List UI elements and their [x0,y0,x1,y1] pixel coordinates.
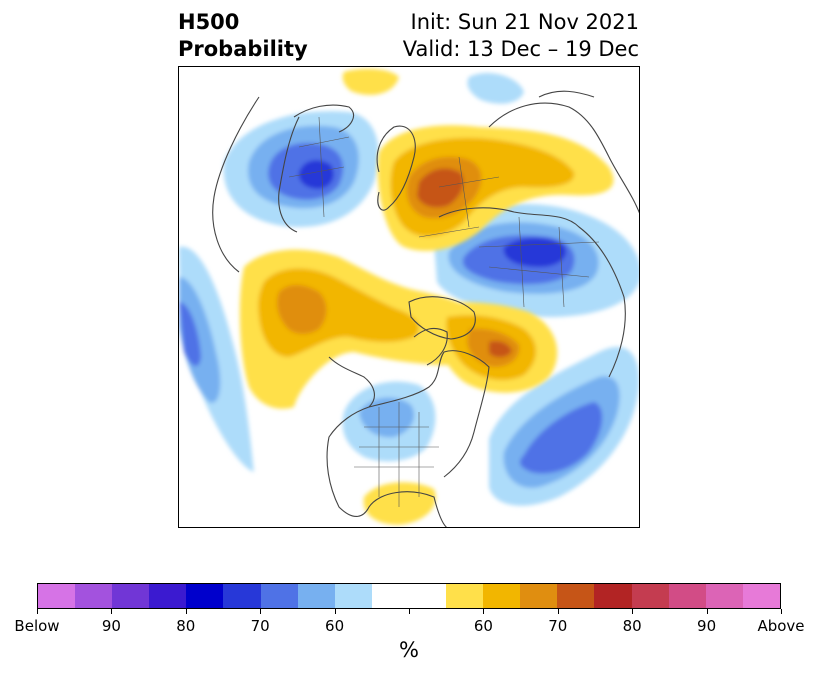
colorbar-tick [706,609,708,614]
colorbar-segment [446,584,484,608]
colorbar-segment [75,584,113,608]
colorbar-ticks [37,609,782,617]
colorbar [37,583,781,609]
map-dates: Init: Sun 21 Nov 2021 Valid: 13 Dec – 19… [403,9,639,63]
colorbar-label: 80 [622,617,642,635]
colorbar-label: 70 [548,617,568,635]
colorbar-segment [186,584,224,608]
colorbar-tick [632,609,634,614]
colorbar-segment [334,584,372,608]
valid-range: Valid: 13 Dec – 19 Dec [402,37,639,61]
colorbar-unit: % [399,638,419,662]
coastlines [212,90,639,527]
colorbar-segment [297,584,335,608]
colorbar-label: 60 [325,617,345,635]
colorbar-segment [260,584,298,608]
probability-map [178,66,640,528]
colorbar-segment [557,584,595,608]
colorbar-tick [260,609,262,614]
colorbar-tick [185,609,187,614]
colorbar-label: Above [757,617,805,635]
colorbar-tick [557,609,559,614]
colorbar-tick [781,609,782,614]
colorbar-label: 80 [176,617,196,635]
colorbar-segment [705,584,743,608]
map-canvas [179,68,639,527]
colorbar-tick [409,609,410,614]
colorbar-segment [38,584,76,608]
colorbar-segment [520,584,558,608]
title-variable: H500 [178,10,240,34]
colorbar-segment [223,584,261,608]
colorbar-label: Below [14,617,60,635]
colorbar-label: 70 [250,617,270,635]
borders [288,116,600,507]
below-normal-regions [179,72,639,506]
above-normal-regions [239,68,614,525]
colorbar-segment [631,584,669,608]
init-date: Init: Sun 21 Nov 2021 [410,10,639,34]
colorbar-tick [37,609,38,614]
title-type: Probability [178,37,308,61]
colorbar-segment [149,584,187,608]
colorbar-tick [111,609,113,614]
colorbar-label: 90 [697,617,717,635]
colorbar-label: 60 [473,617,493,635]
colorbar-segment [594,584,632,608]
colorbar-tick [334,609,336,614]
colorbar-segment [483,584,521,608]
colorbar-segment [112,584,150,608]
colorbar-tick [483,609,485,614]
colorbar-segment [408,584,447,608]
colorbar-label: 90 [101,617,121,635]
colorbar-segment [742,584,780,608]
colorbar-segment [668,584,706,608]
map-title: H500 Probability [178,9,308,63]
colorbar-segment [371,584,409,608]
